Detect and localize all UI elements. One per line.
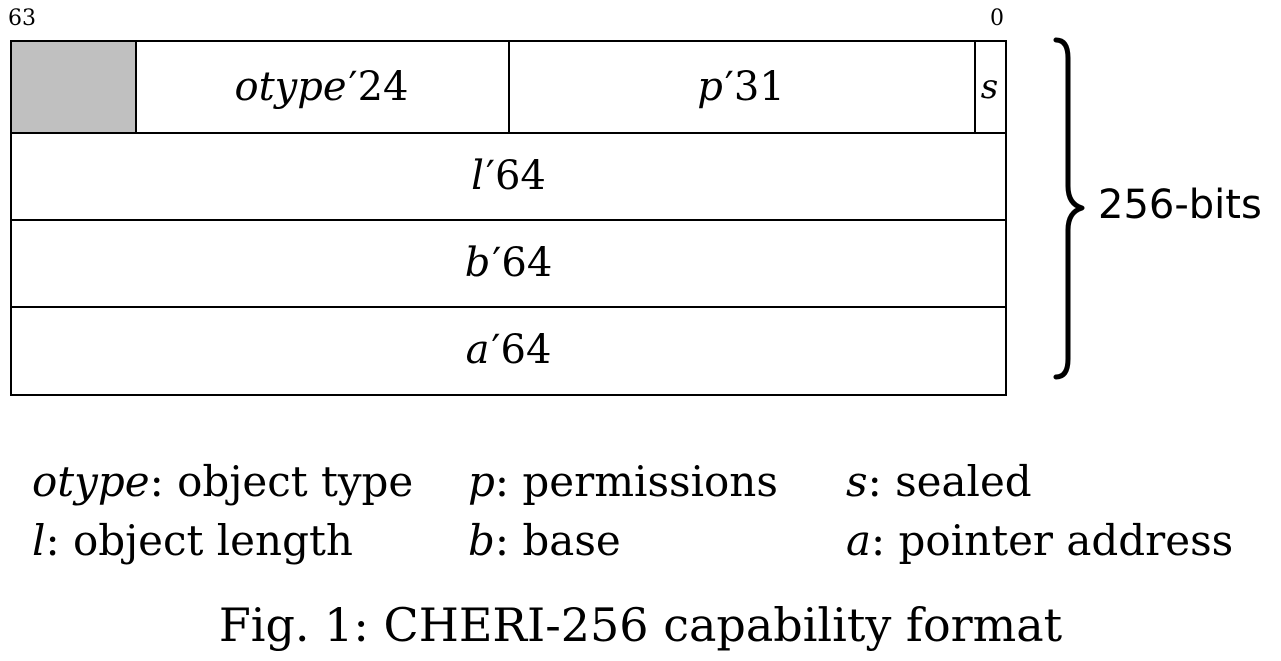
- legend-text: : pointer address: [871, 516, 1234, 565]
- legend-symbol: b: [468, 516, 495, 565]
- total-size-label: 256-bits: [1098, 182, 1262, 228]
- figure-caption: Fig. 1: CHERI-256 capability format: [218, 598, 1063, 652]
- base-field: b ′ 64: [10, 219, 1007, 308]
- permissions-field: p ′ 31: [508, 40, 976, 134]
- legend-item-address: a: pointer address: [846, 517, 1233, 565]
- otype-field-width: 24: [357, 64, 409, 110]
- permissions-field-var: p: [697, 64, 723, 110]
- base-field-width: 64: [501, 239, 553, 286]
- base-field-prime: ′: [492, 239, 502, 286]
- bit-index-low: 0: [990, 6, 1004, 31]
- legend-text: : object length: [45, 516, 353, 565]
- length-field-var: l: [471, 152, 484, 199]
- brace-icon: [1053, 37, 1085, 380]
- length-field-width: 64: [494, 152, 546, 199]
- address-field-prime: ′: [491, 327, 501, 373]
- legend-item-sealed: s: sealed: [846, 458, 1032, 506]
- address-field-var: a: [465, 327, 490, 373]
- legend-item-base: b: base: [468, 517, 621, 565]
- otype-field: otype ′ 24: [135, 40, 510, 134]
- legend-item-length: l: object length: [32, 517, 353, 565]
- permissions-field-prime: ′: [724, 64, 734, 110]
- legend-text: : permissions: [494, 457, 778, 506]
- legend-item-otype: otype: object type: [32, 458, 413, 506]
- otype-field-prime: ′: [348, 64, 358, 110]
- bit-index-high: 63: [8, 6, 36, 31]
- otype-field-var: otype: [234, 64, 347, 110]
- legend-text: : object type: [149, 457, 414, 506]
- legend-item-permissions: p: permissions: [468, 458, 778, 506]
- permissions-field-width: 31: [733, 64, 785, 110]
- address-field-width: 64: [500, 327, 552, 373]
- length-field: l ′ 64: [10, 132, 1007, 221]
- base-field-var: b: [464, 239, 491, 286]
- legend-symbol: l: [32, 516, 46, 565]
- sealed-field-var: s: [980, 67, 999, 107]
- address-field: a ′ 64: [10, 306, 1007, 396]
- legend-symbol: a: [846, 516, 872, 565]
- legend-text: : base: [494, 516, 621, 565]
- legend-symbol: p: [468, 457, 495, 506]
- length-field-prime: ′: [485, 152, 495, 199]
- legend-symbol: s: [846, 457, 868, 506]
- legend-symbol: otype: [32, 457, 150, 506]
- sealed-field: s: [974, 40, 1007, 134]
- reserved-field: [10, 40, 137, 134]
- legend-text: : sealed: [867, 457, 1032, 506]
